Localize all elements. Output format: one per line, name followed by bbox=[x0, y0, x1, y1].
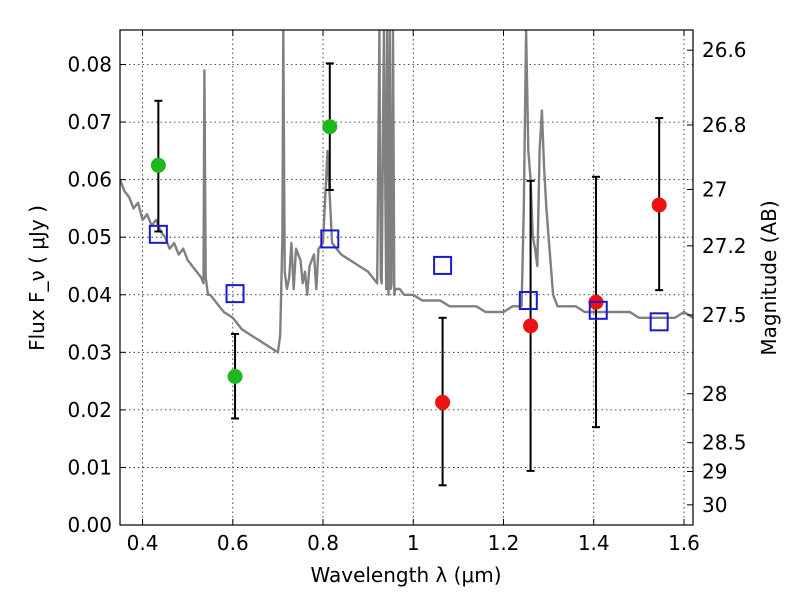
x-axis-label: Wavelength λ (μm) bbox=[310, 563, 501, 587]
data-point-square bbox=[320, 229, 340, 249]
data-markers-layer bbox=[148, 119, 669, 410]
data-point-square bbox=[649, 312, 669, 332]
right-tick-label: 28 bbox=[702, 382, 727, 406]
y-tick-label: 0.02 bbox=[67, 398, 112, 422]
y-tick-label: 0.06 bbox=[67, 168, 112, 192]
y-axis-right-label: Magnitude (AB) bbox=[757, 200, 781, 355]
data-point-square bbox=[225, 284, 245, 304]
y-tick-label: 0.07 bbox=[67, 110, 112, 134]
x-tick-label: 1 bbox=[407, 531, 420, 555]
y-tick-label: 0.00 bbox=[67, 513, 112, 537]
data-point-square bbox=[518, 291, 538, 311]
model-spectrum-layer bbox=[120, 30, 693, 354]
x-tick-label: 1.4 bbox=[578, 531, 610, 555]
plot-frame bbox=[119, 29, 694, 526]
model-spectrum-line bbox=[120, 30, 693, 354]
y-axis-label: Flux F_ν ( μJy ) bbox=[25, 205, 49, 351]
right-tick-label: 27.2 bbox=[702, 234, 747, 258]
data-point-circle bbox=[651, 197, 667, 213]
right-tick-label: 29 bbox=[702, 459, 727, 483]
right-tick-label: 30 bbox=[702, 493, 727, 517]
y-tick-label: 0.03 bbox=[67, 340, 112, 364]
x-tick-label: 1.6 bbox=[668, 531, 700, 555]
right-tick-label: 26.6 bbox=[702, 38, 747, 62]
y-tick-label: 0.04 bbox=[67, 283, 112, 307]
grid-lines bbox=[120, 30, 693, 526]
right-tick-label: 28.5 bbox=[702, 431, 747, 455]
data-point-circle bbox=[150, 157, 166, 173]
right-tick-label: 27 bbox=[702, 177, 727, 201]
data-point-square bbox=[433, 255, 453, 275]
data-point-circle bbox=[523, 318, 539, 334]
right-tick-label: 27.5 bbox=[702, 303, 747, 327]
y-tick-label: 0.01 bbox=[67, 455, 112, 479]
data-point-circle bbox=[435, 394, 451, 410]
x-tick-label: 0.4 bbox=[127, 531, 159, 555]
data-point-square bbox=[588, 300, 608, 320]
data-point-square bbox=[148, 224, 168, 244]
y-tick-label: 0.08 bbox=[67, 53, 112, 77]
y-tick-label: 0.05 bbox=[67, 225, 112, 249]
data-point-circle bbox=[322, 119, 338, 135]
axis-ticks: 0.4 0.6 0.8 1 1.2 1.4 1.6 0.00 0.01 0.02 0.03 0.04 0… bbox=[67, 30, 747, 555]
x-tick-label: 0.8 bbox=[307, 531, 339, 555]
x-tick-label: 1.2 bbox=[488, 531, 520, 555]
data-point-circle bbox=[227, 369, 243, 384]
right-tick-label: 26.8 bbox=[702, 113, 747, 137]
x-tick-label: 0.6 bbox=[217, 531, 249, 555]
